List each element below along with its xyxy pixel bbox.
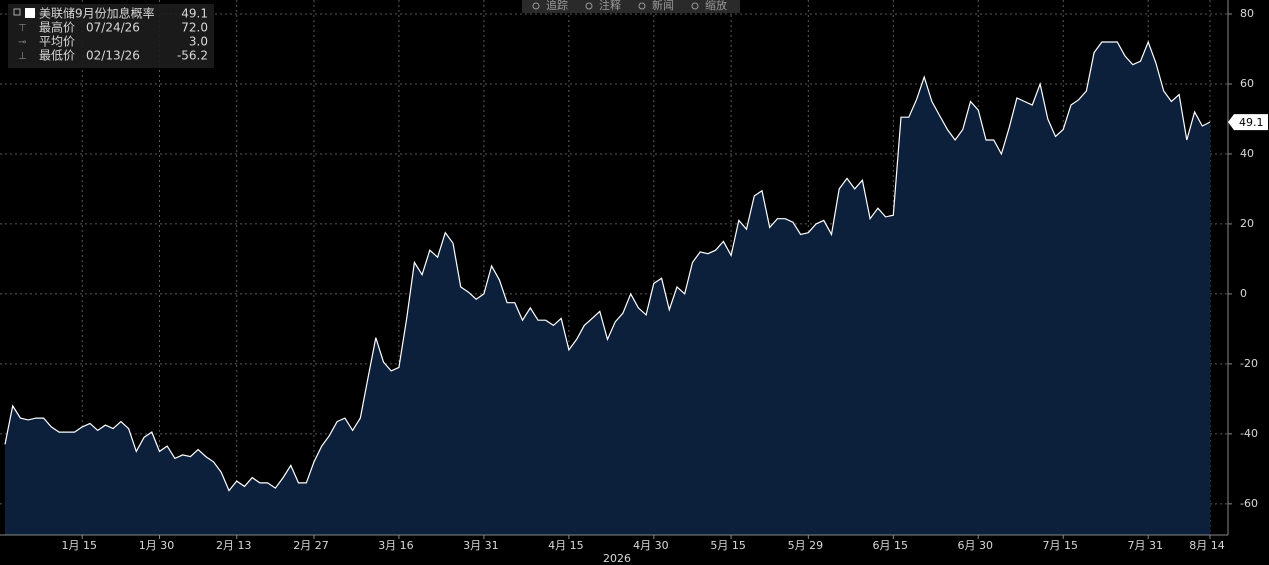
x-tick-label: 7月 31 xyxy=(1127,539,1163,552)
legend-box xyxy=(8,4,214,68)
y-tick-label: 0 xyxy=(1240,287,1247,300)
x-tick-label: 5月 15 xyxy=(710,539,746,552)
x-tick-label: 4月 30 xyxy=(633,539,669,552)
toolbar-icon xyxy=(691,2,699,10)
legend-series-name: 美联储9月份加息概率 xyxy=(39,6,155,21)
x-tick-label: 3月 16 xyxy=(378,539,414,552)
x-tick-label: 7月 15 xyxy=(1042,539,1078,552)
legend-collapse[interactable] xyxy=(13,8,21,16)
line xyxy=(4,40,1211,492)
toolbar-item[interactable]: 注释 xyxy=(599,0,621,12)
stat-label: 平均价 xyxy=(39,35,75,49)
stat-date: 07/24/26 xyxy=(86,21,140,35)
x-tick-label: 6月 30 xyxy=(958,539,994,552)
y-tick-label: -40 xyxy=(1240,427,1258,440)
plot-area xyxy=(0,0,1228,535)
legend-last-value: 49.1 xyxy=(181,7,208,21)
area xyxy=(5,42,1210,535)
toolbar-items: 追踪 注释 新闻 缩放 xyxy=(532,0,727,12)
last-value-label: 49.1 xyxy=(1239,116,1264,129)
x-axis-title: 2026 xyxy=(603,552,631,565)
x-tick-label: 6月 15 xyxy=(873,539,909,552)
stat-date: 02/13/26 xyxy=(86,49,140,63)
stat-value: 72.0 xyxy=(181,21,208,35)
x-tick-label: 5月 29 xyxy=(788,539,824,552)
toolbar-icon xyxy=(532,2,540,10)
x-tick-label: 2月 13 xyxy=(216,539,252,552)
x-tick-label: 1月 15 xyxy=(61,539,97,552)
stat-marker: ⊤ xyxy=(18,23,27,34)
x-tick-label: 8月 14 xyxy=(1189,539,1225,552)
toolbar-item[interactable]: 新闻 xyxy=(652,0,674,12)
last-value-tag xyxy=(1228,114,1268,131)
toolbar-item[interactable]: 追踪 xyxy=(546,0,568,12)
stat-value: 3.0 xyxy=(189,35,208,49)
y-tick-label: -60 xyxy=(1240,497,1258,510)
x-tick-label: 4月 15 xyxy=(548,539,584,552)
stat-label: 最低价 xyxy=(39,49,75,63)
y-tick-label: 40 xyxy=(1240,147,1254,160)
toolbar-icon xyxy=(585,2,593,10)
y-tick-label: -20 xyxy=(1240,357,1258,370)
y-tick-label: 80 xyxy=(1240,7,1254,20)
stat-label: 最高价 xyxy=(39,20,75,35)
stat-marker: ⊥ xyxy=(18,51,27,62)
legend-swatch xyxy=(25,8,35,18)
x-tick-label: 1月 30 xyxy=(139,539,175,552)
x-tick-label: 2月 27 xyxy=(293,539,329,552)
toolbar-item[interactable]: 缩放 xyxy=(705,0,727,12)
toolbar-icon xyxy=(638,2,646,10)
y-tick-label: 60 xyxy=(1240,77,1254,90)
legend-stats: ⊤ 最高价 07/24/26 72.0 ⊸ 平均价 3.0 ⊥ 最低价 02/13/26 -56.2 xyxy=(18,20,208,63)
stat-marker: ⊸ xyxy=(18,37,26,48)
y-tick-label: 20 xyxy=(1240,217,1254,230)
x-tick-label: 3月 31 xyxy=(463,539,499,552)
stat-value: -56.2 xyxy=(177,49,208,63)
toolbar xyxy=(522,0,740,13)
